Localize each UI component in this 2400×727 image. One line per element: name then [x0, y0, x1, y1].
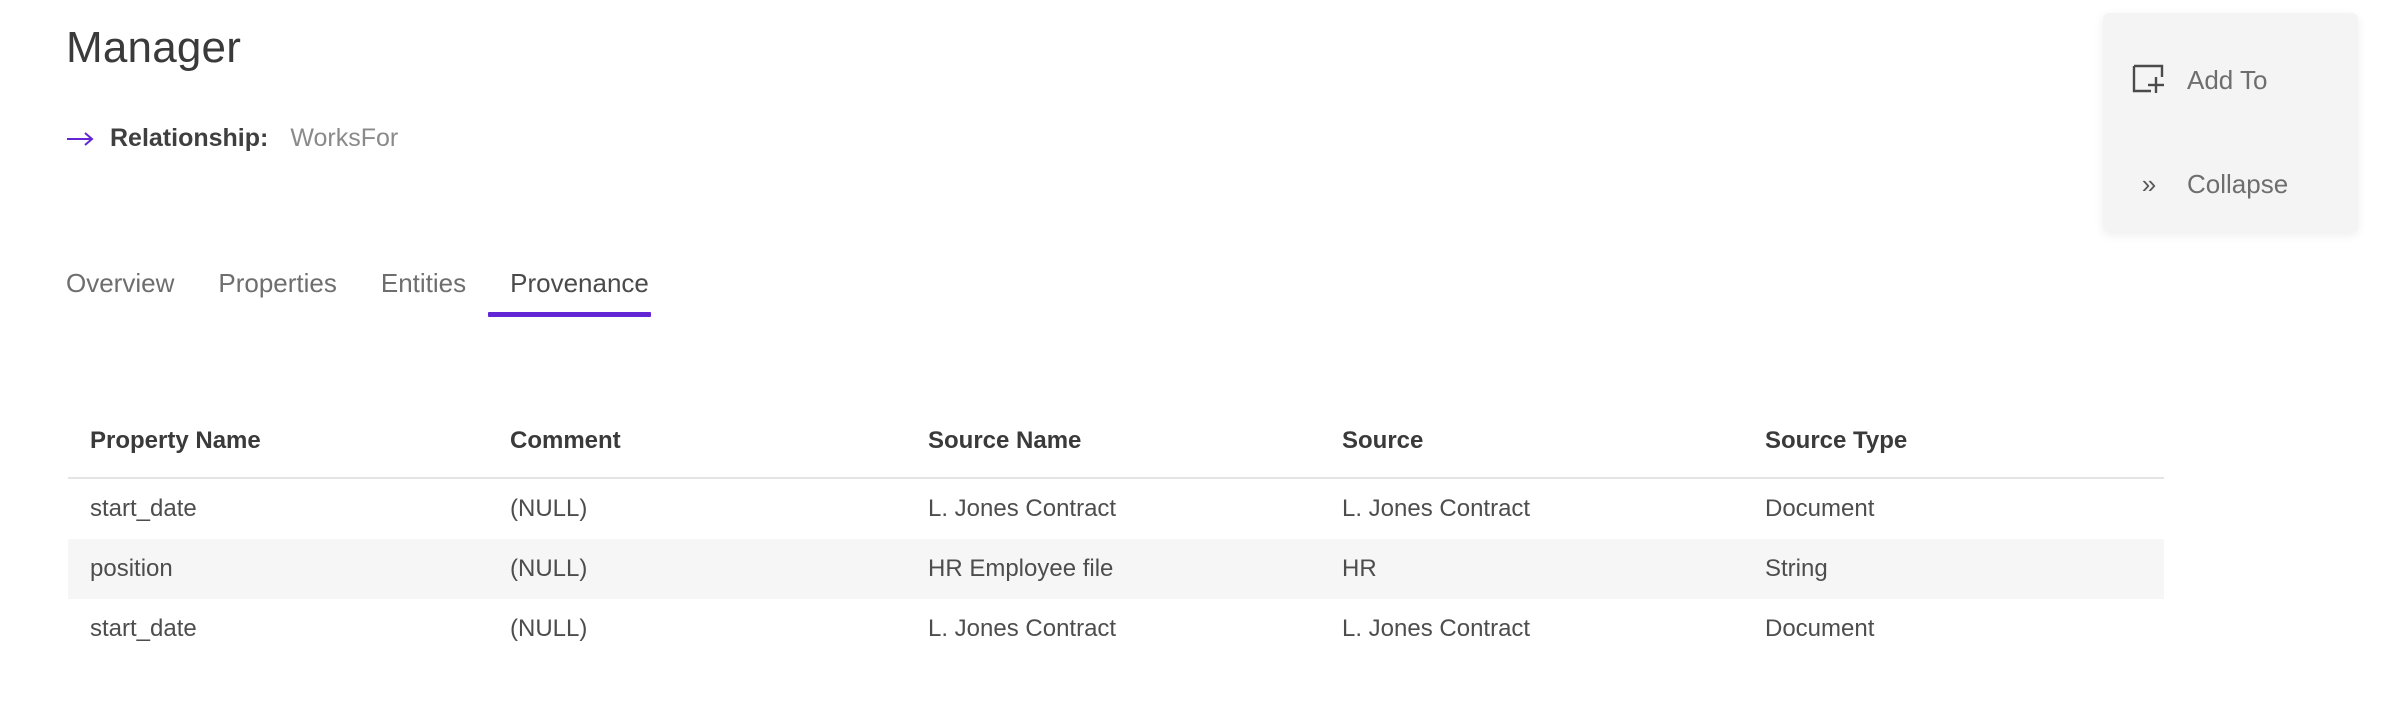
double-chevron-glyph: » — [2141, 169, 2157, 199]
tab-entities-label: Entities — [380, 268, 467, 298]
double-chevron-right-icon: » — [2131, 167, 2165, 201]
add-to-label: Add To — [2187, 64, 2268, 95]
add-to-square-plus-icon — [2131, 63, 2165, 97]
cell-source-type: Document — [1765, 495, 1875, 522]
tab-provenance-label: Provenance — [510, 268, 649, 298]
cell-comment: (NULL) — [510, 615, 588, 642]
table-header-row: Property Name Comment Source Name Source… — [68, 427, 2164, 479]
column-header-source-type[interactable]: Source Type — [1743, 427, 2164, 479]
column-header-property-name[interactable]: Property Name — [68, 427, 488, 479]
column-header-comment[interactable]: Comment — [488, 427, 906, 479]
cell-source: L. Jones Contract — [1342, 615, 1531, 642]
tab-bar: Overview Properties Entities Provenance — [66, 268, 671, 317]
collapse-label: Collapse — [2187, 168, 2289, 199]
tab-properties-label: Properties — [218, 268, 337, 298]
add-to-button[interactable]: Add To — [2103, 49, 2358, 111]
action-panel: Add To » Collapse — [2103, 13, 2358, 232]
page-title: Manager — [66, 23, 242, 72]
table-row[interactable]: start_date (NULL) L. Jones Contract L. J… — [68, 478, 2164, 539]
tab-overview-label: Overview — [66, 268, 175, 298]
cell-property-name: start_date — [90, 495, 197, 522]
provenance-table: Property Name Comment Source Name Source… — [68, 427, 2164, 659]
tab-properties[interactable]: Properties — [196, 268, 359, 317]
relationship-value: WorksFor — [290, 124, 399, 152]
relationship-label: Relationship: — [110, 124, 269, 152]
cell-source: HR — [1342, 555, 1377, 582]
cell-source-name: L. Jones Contract — [928, 615, 1117, 642]
cell-comment: (NULL) — [510, 555, 588, 582]
cell-comment: (NULL) — [510, 495, 588, 522]
arrow-right-icon — [66, 128, 96, 150]
table-row[interactable]: position (NULL) HR Employee file HR Stri… — [68, 539, 2164, 599]
tab-provenance[interactable]: Provenance — [488, 268, 671, 317]
table-row[interactable]: start_date (NULL) L. Jones Contract L. J… — [68, 599, 2164, 659]
tab-overview[interactable]: Overview — [66, 268, 196, 317]
cell-source-type: Document — [1765, 615, 1875, 642]
cell-property-name: start_date — [90, 615, 197, 642]
cell-source-name: HR Employee file — [928, 555, 1114, 582]
column-header-source[interactable]: Source — [1320, 427, 1743, 479]
column-header-source-name[interactable]: Source Name — [906, 427, 1320, 479]
relationship-subtitle: Relationship: WorksFor — [66, 124, 398, 153]
cell-property-name: position — [90, 555, 173, 582]
collapse-button[interactable]: » Collapse — [2103, 153, 2358, 215]
tab-entities[interactable]: Entities — [359, 268, 488, 317]
cell-source: L. Jones Contract — [1342, 495, 1531, 522]
cell-source-type: String — [1765, 555, 1828, 582]
cell-source-name: L. Jones Contract — [928, 495, 1117, 522]
